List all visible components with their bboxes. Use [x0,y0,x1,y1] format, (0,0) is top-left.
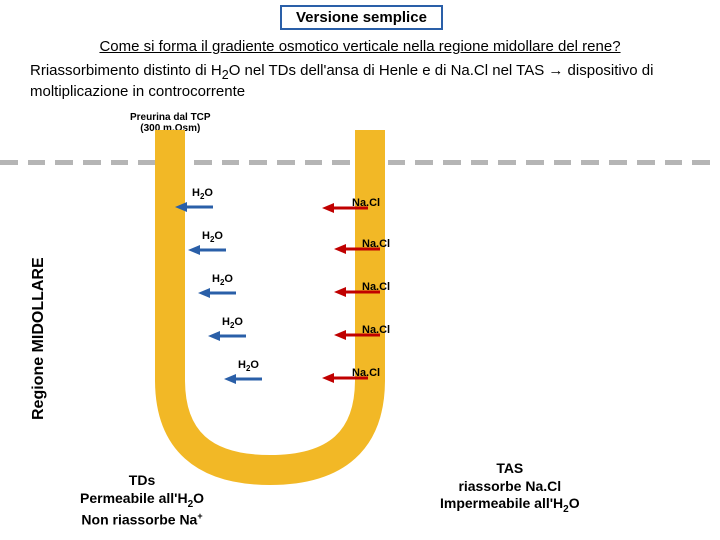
nacl-arrow-icon [322,201,370,215]
h2o-arrow-icon [224,372,264,386]
description: Rriassorbimento distinto di H2O nel TDs … [30,62,700,101]
h2o-arrow-icon [198,286,238,300]
h2o-arrow-icon [188,243,228,257]
tas-description: TASriassorbe Na.ClImpermeabile all'H2O [440,460,580,516]
title-box: Versione semplice [280,5,443,30]
nacl-arrow-icon [334,328,382,342]
y-axis-label: Regione MIDOLLARE [30,257,48,420]
h2o-arrow-icon [175,200,215,214]
nacl-arrow-icon [322,371,370,385]
question-text: Come si forma il gradiente osmotico vert… [0,38,720,55]
title-text: Versione semplice [296,9,427,26]
tds-description: TDsPermeabile all'H2ONon riassorbe Na+ [80,472,204,529]
henle-loop [100,130,440,490]
nacl-arrow-icon [334,242,382,256]
nacl-arrow-icon [334,285,382,299]
h2o-arrow-icon [208,329,248,343]
